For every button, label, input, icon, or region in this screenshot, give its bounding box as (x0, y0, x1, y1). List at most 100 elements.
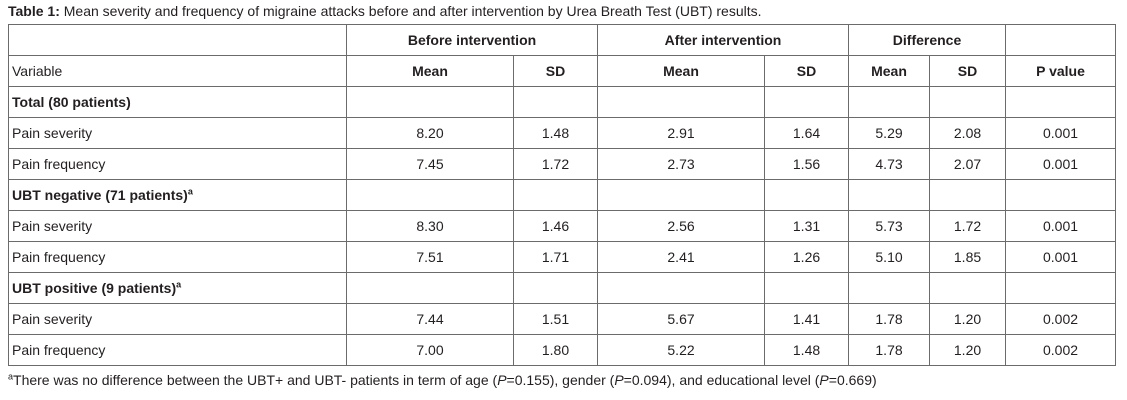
before-sd-cell: 1.71 (512, 241, 599, 273)
diff-sd-cell: 2.08 (929, 117, 1007, 149)
table-row: Pain severity 8.20 1.48 2.91 1.64 5.29 2.08 0.0… (8, 117, 1117, 149)
footnote-p1-value: =0.155), gender ( (506, 372, 615, 388)
before-sd-cell: 1.51 (512, 303, 599, 335)
footnote-text: There was no difference between the UBT+… (13, 372, 498, 388)
footnote-p2-value: =0.094), and educational level ( (623, 372, 820, 388)
group-label: UBT positive (9 patients)a (8, 272, 347, 304)
before-sd-cell: 1.48 (512, 117, 599, 149)
diff-mean-header: Mean (848, 55, 931, 87)
diff-sd-cell: 1.72 (929, 210, 1007, 242)
diff-sd-cell: 1.20 (929, 303, 1007, 335)
table-footnote: aThere was no difference between the UBT… (8, 372, 877, 388)
p-value-cell: 0.001 (1005, 148, 1117, 180)
empty-header-cell (8, 24, 347, 56)
caption-label: Table 1: (8, 3, 60, 19)
empty-cell (1005, 272, 1117, 304)
group-label-text: UBT positive (9 patients) (12, 280, 177, 296)
diff-mean-cell: 5.10 (848, 241, 931, 273)
diff-sd-header: SD (929, 55, 1007, 87)
empty-cell (764, 179, 850, 211)
before-mean-cell: 7.51 (346, 241, 514, 273)
group-label-text: Total (80 patients) (12, 94, 131, 110)
empty-header-cell (1005, 24, 1117, 56)
before-intervention-header: Before intervention (345, 24, 599, 56)
p-value-cell: 0.001 (1005, 210, 1117, 242)
footnote-marker: a (8, 371, 14, 382)
group-footnote-marker: a (176, 279, 182, 290)
table-row: Pain severity 7.44 1.51 5.67 1.41 1.78 1.20 0.0… (8, 303, 1117, 335)
before-mean-cell: 7.00 (346, 334, 514, 366)
before-sd-cell: 1.72 (512, 148, 599, 180)
empty-cell (512, 272, 599, 304)
group-label: Total (80 patients) (8, 86, 347, 118)
footnote-p3-label: P (819, 372, 829, 388)
p-value-cell: 0.002 (1005, 303, 1117, 335)
group-label-text: UBT negative (71 patients) (12, 187, 188, 203)
caption-text: Mean severity and frequency of migraine … (59, 3, 762, 19)
p-value-cell: 0.001 (1005, 241, 1117, 273)
group-header-row: Before intervention After intervention D… (8, 24, 1117, 56)
after-mean-cell: 5.22 (597, 334, 766, 366)
footnote-p2-label: P (614, 372, 624, 388)
after-mean-cell: 2.73 (597, 148, 766, 180)
before-mean-cell: 7.45 (346, 148, 514, 180)
after-sd-cell: 1.48 (764, 334, 850, 366)
before-mean-cell: 8.20 (346, 117, 514, 149)
empty-cell (512, 86, 599, 118)
variable-cell: Pain frequency (8, 148, 347, 180)
table-row: Pain frequency 7.00 1.80 5.22 1.48 1.78 1.20 0.… (8, 334, 1117, 366)
diff-sd-cell: 1.20 (929, 334, 1007, 366)
after-sd-cell: 1.26 (764, 241, 850, 273)
empty-cell (764, 272, 850, 304)
before-sd-header: SD (512, 55, 599, 87)
variable-cell: Pain frequency (8, 334, 347, 366)
table-caption: Table 1: Mean severity and frequency of … (8, 3, 762, 19)
before-mean-header: Mean (346, 55, 514, 87)
after-mean-cell: 5.67 (597, 303, 766, 335)
footnote-p3-value: =0.669) (828, 372, 877, 388)
after-mean-header: Mean (597, 55, 766, 87)
results-table: Before intervention After intervention D… (8, 24, 1117, 366)
empty-cell (346, 272, 514, 304)
empty-cell (512, 179, 599, 211)
p-value-cell: 0.001 (1005, 117, 1117, 149)
empty-cell (597, 272, 766, 304)
group-footnote-marker: a (187, 186, 193, 197)
variable-header: Variable (8, 55, 347, 87)
footnote-p1-label: P (497, 372, 507, 388)
diff-mean-cell: 5.73 (848, 210, 931, 242)
after-sd-cell: 1.64 (764, 117, 850, 149)
after-sd-header: SD (764, 55, 850, 87)
diff-mean-cell: 4.73 (848, 148, 931, 180)
diff-mean-cell: 1.78 (848, 334, 931, 366)
after-mean-cell: 2.91 (597, 117, 766, 149)
before-mean-cell: 8.30 (346, 210, 514, 242)
group-row: UBT negative (71 patients)a (8, 179, 1117, 211)
after-sd-cell: 1.41 (764, 303, 850, 335)
empty-cell (929, 272, 1007, 304)
variable-cell: Pain severity (8, 303, 347, 335)
after-sd-cell: 1.56 (764, 148, 850, 180)
empty-cell (1005, 86, 1117, 118)
empty-cell (346, 179, 514, 211)
empty-cell (764, 86, 850, 118)
after-mean-cell: 2.41 (597, 241, 766, 273)
empty-cell (597, 179, 766, 211)
after-intervention-header: After intervention (597, 24, 850, 56)
table-row: Pain frequency 7.45 1.72 2.73 1.56 4.73 2.07 0.… (8, 148, 1117, 180)
group-row: UBT positive (9 patients)a (8, 272, 1117, 304)
empty-cell (929, 86, 1007, 118)
before-sd-cell: 1.46 (512, 210, 599, 242)
empty-cell (848, 86, 931, 118)
difference-header: Difference (848, 24, 1007, 56)
variable-cell: Pain severity (8, 210, 347, 242)
diff-sd-cell: 2.07 (929, 148, 1007, 180)
after-mean-cell: 2.56 (597, 210, 766, 242)
table-row: Pain severity 8.30 1.46 2.56 1.31 5.73 1.72 0.0… (8, 210, 1117, 242)
group-label: UBT negative (71 patients)a (8, 179, 347, 211)
group-row: Total (80 patients) (8, 86, 1117, 118)
diff-mean-cell: 1.78 (848, 303, 931, 335)
empty-cell (848, 272, 931, 304)
p-value-cell: 0.002 (1005, 334, 1117, 366)
column-header-row: Variable Mean SD Mean SD Mean SD P value (8, 55, 1117, 87)
